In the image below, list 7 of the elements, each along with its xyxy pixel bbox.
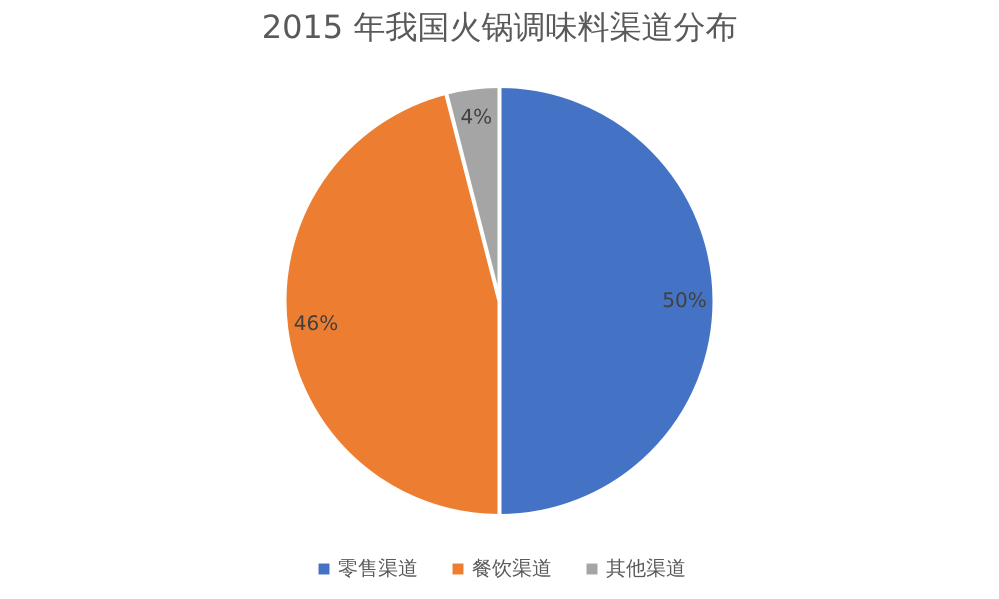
legend-label: 零售渠道: [338, 556, 418, 580]
legend-label: 餐饮渠道: [472, 556, 552, 580]
legend-label: 其他渠道: [606, 556, 686, 580]
chart-title: 2015 年我国火锅调味料渠道分布: [262, 8, 738, 46]
data-label: 46%: [294, 311, 338, 336]
data-label: 50%: [662, 288, 707, 312]
data-label: 4%: [460, 104, 492, 128]
